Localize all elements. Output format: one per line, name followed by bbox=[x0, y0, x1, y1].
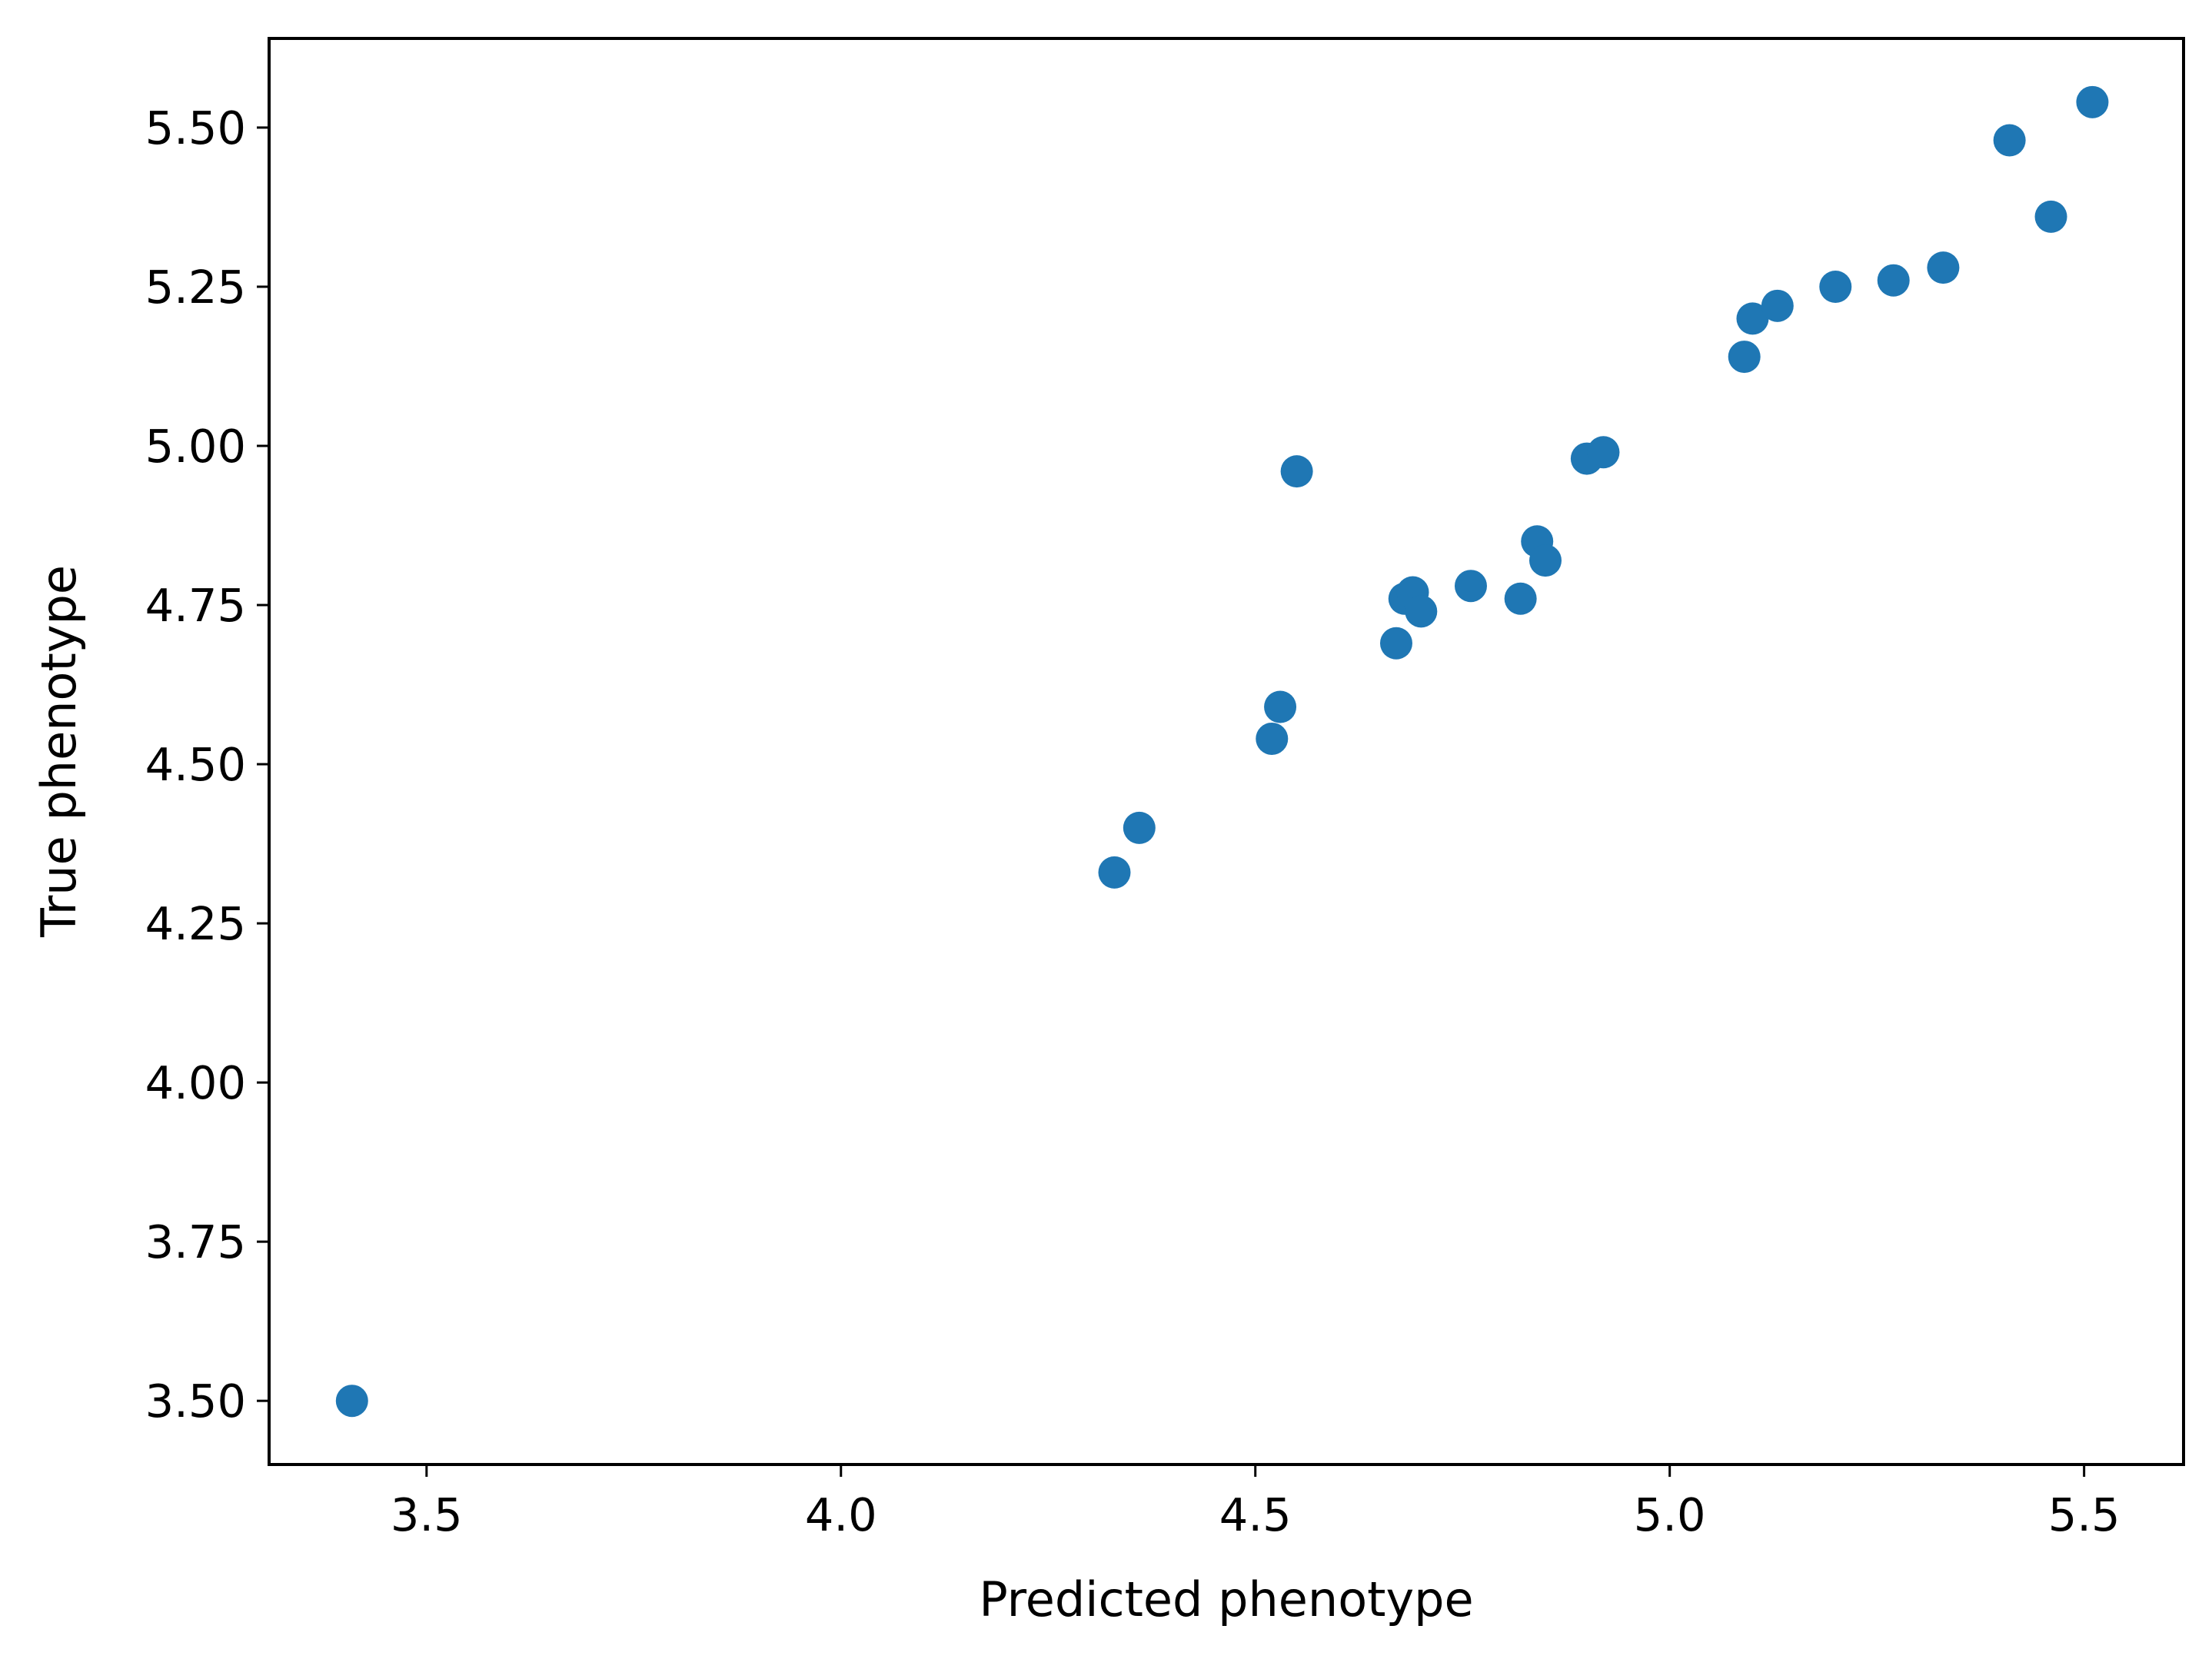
y-tick-label: 5.25 bbox=[145, 261, 246, 314]
data-point bbox=[1877, 264, 1910, 297]
y-tick-label: 5.50 bbox=[145, 101, 246, 155]
data-point bbox=[1454, 570, 1487, 603]
data-point bbox=[1993, 124, 2026, 157]
data-point bbox=[1728, 341, 1761, 374]
data-point bbox=[1405, 595, 1438, 628]
y-tick-label: 4.50 bbox=[145, 738, 246, 791]
data-point bbox=[1256, 722, 1289, 755]
data-point bbox=[2034, 200, 2067, 233]
y-tick-label: 3.75 bbox=[145, 1215, 246, 1268]
data-point bbox=[1819, 270, 1852, 303]
y-tick-label: 4.25 bbox=[145, 897, 246, 950]
y-tick-label: 5.00 bbox=[145, 420, 246, 473]
data-point bbox=[1123, 811, 1156, 844]
data-point bbox=[1736, 302, 1769, 335]
y-tick-label: 3.50 bbox=[145, 1375, 246, 1428]
data-point bbox=[1264, 690, 1297, 723]
data-point bbox=[1587, 436, 1620, 469]
x-axis-ticks: 3.5 4.0 4.5 5.0 5.5 bbox=[391, 1465, 2121, 1541]
data-point bbox=[1761, 289, 1794, 322]
data-point bbox=[1529, 544, 1562, 577]
data-point bbox=[2076, 85, 2109, 118]
x-tick-label: 3.5 bbox=[391, 1488, 463, 1541]
plot-frame bbox=[268, 37, 2185, 1466]
y-axis-ticks: 3.50 3.75 4.00 4.25 4.50 4.75 5.00 5.25 5.50 bbox=[145, 101, 269, 1428]
x-tick-label: 4.0 bbox=[805, 1488, 877, 1541]
x-tick-label: 4.5 bbox=[1219, 1488, 1292, 1541]
data-point bbox=[1098, 856, 1131, 889]
y-tick-label: 4.75 bbox=[145, 579, 246, 632]
y-tick-label: 4.00 bbox=[145, 1056, 246, 1109]
x-tick-label: 5.0 bbox=[1634, 1488, 1706, 1541]
x-axis-label: Predicted phenotype bbox=[979, 1571, 1473, 1627]
data-point bbox=[1927, 251, 1960, 284]
data-points bbox=[335, 85, 2109, 1418]
data-point bbox=[1504, 582, 1537, 615]
y-axis-label: True phenotype bbox=[31, 565, 87, 938]
data-point bbox=[335, 1385, 368, 1418]
data-point bbox=[1280, 455, 1313, 488]
data-point bbox=[1379, 627, 1412, 660]
x-tick-label: 5.5 bbox=[2048, 1488, 2121, 1541]
